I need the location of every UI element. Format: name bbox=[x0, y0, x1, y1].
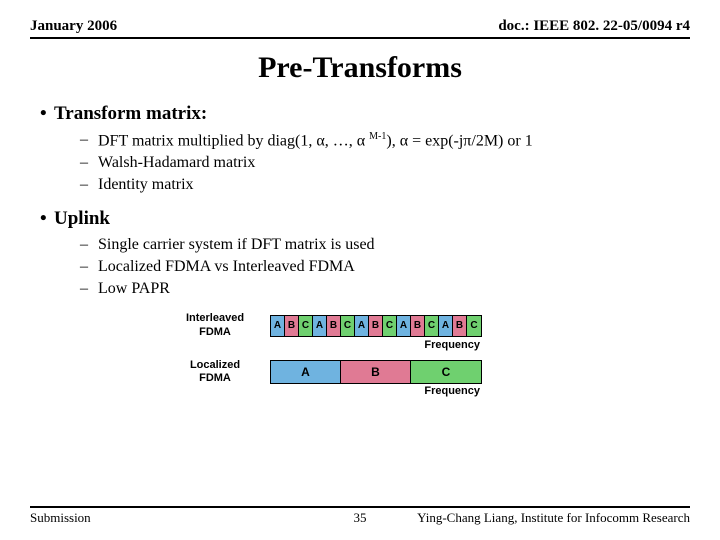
subcarrier-cell: B bbox=[369, 316, 383, 336]
subcarrier-cell: A bbox=[355, 316, 369, 336]
bullet-transform-matrix: Transform matrix: bbox=[40, 103, 690, 125]
sub-item: Low PAPR bbox=[80, 280, 690, 298]
subcarrier-cell: A bbox=[313, 316, 327, 336]
subcarrier-cell: C bbox=[383, 316, 397, 336]
sub-item: Identity matrix bbox=[80, 176, 690, 194]
slide-title: Pre-Transforms bbox=[30, 51, 690, 85]
interleaved-row: InterleavedFDMA ABCABCABCABCABC bbox=[170, 312, 690, 338]
band-cell: A bbox=[271, 361, 341, 383]
slide-content: Transform matrix: DFT matrix multiplied … bbox=[30, 103, 690, 397]
sub-item: Localized FDMA vs Interleaved FDMA bbox=[80, 258, 690, 276]
localized-boxes: ABC bbox=[270, 360, 482, 384]
sub-item: Single carrier system if DFT matrix is u… bbox=[80, 236, 690, 254]
sub-list-transform: DFT matrix multiplied by diag(1, α, …, α… bbox=[40, 131, 690, 194]
localized-label: LocalizedFDMA bbox=[170, 359, 260, 385]
subcarrier-cell: C bbox=[341, 316, 355, 336]
slide-footer: Submission 35 Ying-Chang Liang, Institut… bbox=[30, 506, 690, 526]
subcarrier-cell: A bbox=[271, 316, 285, 336]
subcarrier-cell: A bbox=[397, 316, 411, 336]
frequency-label: Frequency bbox=[170, 339, 480, 351]
footer-author: Ying-Chang Liang, Institute for Infocomm… bbox=[417, 510, 690, 526]
bullet-uplink: Uplink bbox=[40, 208, 690, 230]
footer-page-number: 35 bbox=[354, 510, 367, 526]
sub-list-uplink: Single carrier system if DFT matrix is u… bbox=[40, 236, 690, 298]
header-date: January 2006 bbox=[30, 18, 117, 35]
subcarrier-cell: C bbox=[467, 316, 481, 336]
subcarrier-cell: B bbox=[411, 316, 425, 336]
subcarrier-cell: C bbox=[425, 316, 439, 336]
frequency-label: Frequency bbox=[170, 385, 480, 397]
localized-row: LocalizedFDMA ABC bbox=[170, 359, 690, 385]
header-doc: doc.: IEEE 802. 22-05/0094 r4 bbox=[498, 18, 690, 35]
subcarrier-cell: B bbox=[285, 316, 299, 336]
subcarrier-cell: A bbox=[439, 316, 453, 336]
slide-header: January 2006 doc.: IEEE 802. 22-05/0094 … bbox=[30, 18, 690, 39]
sub-item: DFT matrix multiplied by diag(1, α, …, α… bbox=[80, 131, 690, 150]
band-cell: C bbox=[411, 361, 481, 383]
interleaved-boxes: ABCABCABCABCABC bbox=[270, 315, 482, 337]
subcarrier-cell: C bbox=[299, 316, 313, 336]
subcarrier-cell: B bbox=[327, 316, 341, 336]
interleaved-label: InterleavedFDMA bbox=[170, 312, 260, 338]
sub-item: Walsh-Hadamard matrix bbox=[80, 154, 690, 172]
fdma-diagram: InterleavedFDMA ABCABCABCABCABC Frequenc… bbox=[40, 312, 690, 397]
band-cell: B bbox=[341, 361, 411, 383]
footer-left: Submission bbox=[30, 510, 91, 526]
subcarrier-cell: B bbox=[453, 316, 467, 336]
